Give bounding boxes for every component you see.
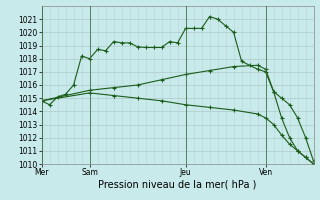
X-axis label: Pression niveau de la mer( hPa ): Pression niveau de la mer( hPa ) <box>99 180 257 190</box>
